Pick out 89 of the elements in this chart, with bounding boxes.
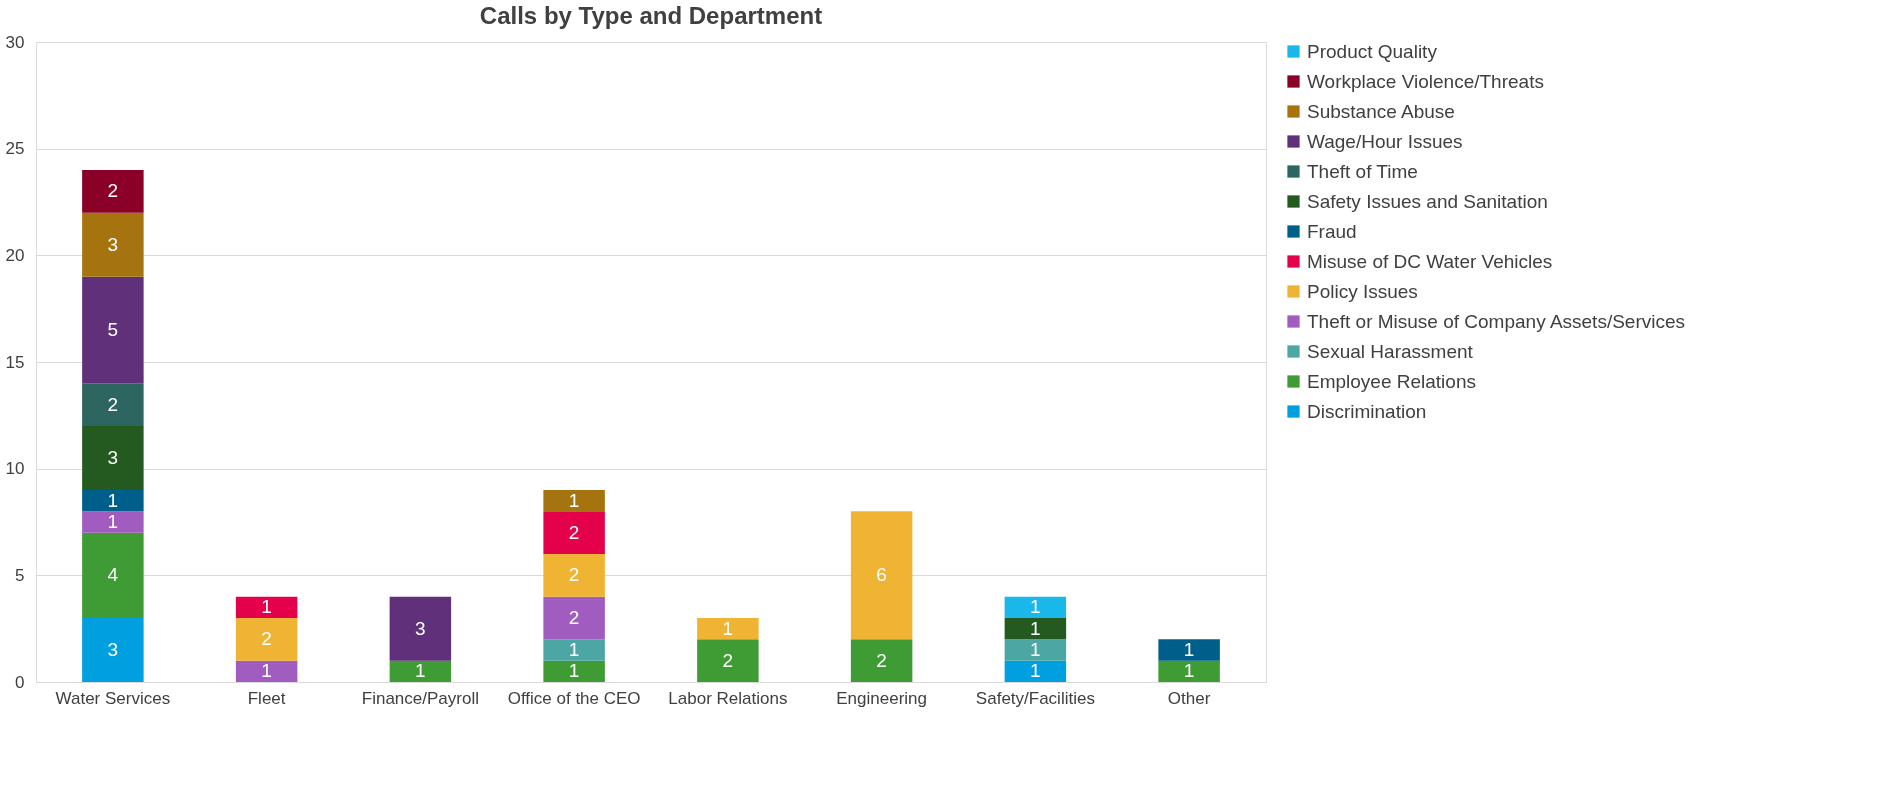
legend-label: Discrimination	[1307, 400, 1427, 422]
y-tick-label: 15	[5, 352, 25, 372]
data-label: 6	[876, 564, 887, 586]
bar	[1158, 660, 1220, 682]
x-tick-label: Labor Relations	[668, 688, 788, 708]
y-tick-label: 0	[15, 672, 25, 692]
bar	[543, 660, 605, 682]
data-label: 1	[1030, 639, 1041, 660]
y-tick-label: 10	[5, 459, 25, 479]
bar	[1004, 660, 1067, 682]
bar	[82, 490, 144, 512]
bar	[850, 511, 913, 640]
data-label: 2	[876, 649, 887, 671]
bar	[82, 170, 144, 213]
bar	[235, 660, 298, 682]
bar	[543, 554, 605, 597]
bar	[1004, 639, 1067, 661]
data-label: 3	[415, 617, 426, 639]
data-label: 1	[1183, 660, 1195, 682]
bar	[389, 596, 452, 661]
bar	[389, 660, 452, 682]
bar	[850, 639, 913, 682]
y-tick-label: 20	[5, 245, 25, 265]
legend-label: Policy Issues	[1307, 280, 1418, 302]
x-tick-label: Fleet	[247, 688, 286, 708]
bar	[1004, 596, 1067, 618]
data-label: 1	[1030, 596, 1041, 618]
x-tick-label: Water Services	[55, 688, 171, 708]
x-tick-label: Engineering	[836, 688, 927, 708]
data-label: 2	[568, 607, 580, 628]
x-tick-label: Office of the CEO	[507, 688, 641, 708]
data-label: 2	[107, 393, 119, 415]
bar	[82, 212, 144, 277]
data-label: 2	[568, 521, 580, 543]
bar	[82, 532, 144, 618]
bar	[543, 511, 605, 554]
data-label: 2	[261, 628, 272, 650]
bar	[543, 596, 605, 640]
data-label: 5	[107, 319, 119, 340]
legend-label: Theft of Time	[1307, 160, 1418, 182]
legend-label: Wage/Hour Issues	[1307, 130, 1463, 152]
bar	[82, 383, 144, 426]
bar	[82, 426, 144, 490]
data-label: 1	[261, 660, 272, 682]
bar	[697, 639, 759, 682]
data-label: 3	[107, 639, 119, 660]
x-tick-label: Other	[1167, 688, 1211, 708]
data-label: 1	[568, 489, 580, 511]
bar	[235, 618, 298, 661]
data-label: 1	[568, 660, 580, 682]
legend-label: Employee Relations	[1307, 370, 1476, 392]
x-tick-label: Finance/Payroll	[361, 688, 479, 708]
data-label: 1	[107, 489, 119, 511]
chart-title: Calls by Type and Department	[479, 2, 823, 29]
data-label: 2	[722, 649, 734, 671]
data-label: 1	[568, 639, 580, 660]
y-tick-label: 25	[5, 139, 25, 159]
legend-label: Safety Issues and Sanitation	[1307, 190, 1548, 212]
legend-label: Fraud	[1307, 220, 1357, 242]
bar	[697, 618, 759, 640]
bar	[1004, 618, 1067, 640]
bar	[82, 618, 144, 682]
legend-label: Misuse of DC Water Vehicles	[1307, 250, 1553, 272]
data-label: 1	[722, 617, 734, 639]
bar	[235, 596, 298, 618]
data-label: 1	[1183, 639, 1195, 660]
legend-label: Workplace Violence/Threats	[1307, 70, 1544, 92]
data-label: 3	[107, 447, 119, 468]
bar	[543, 639, 605, 661]
bar	[1158, 639, 1220, 661]
data-label: 1	[1030, 617, 1041, 639]
bar	[82, 511, 144, 533]
x-tick-label: Safety/Facilities	[975, 688, 1095, 708]
bar	[82, 276, 144, 384]
y-tick-label: 5	[15, 565, 25, 585]
data-label: 2	[107, 180, 119, 202]
bar	[543, 490, 605, 512]
data-label: 1	[415, 660, 426, 682]
data-label: 3	[107, 233, 119, 255]
legend-label: Substance Abuse	[1307, 100, 1455, 122]
y-tick-label: 30	[5, 32, 25, 52]
data-label: 2	[568, 564, 580, 586]
data-label: 1	[261, 596, 272, 618]
data-label: 1	[1030, 660, 1041, 682]
data-label: 4	[107, 564, 119, 586]
legend-label: Sexual Harassment	[1307, 340, 1474, 362]
legend-label: Product Quality	[1307, 40, 1438, 62]
data-label: 1	[107, 511, 119, 532]
legend-label: Theft or Misuse of Company Assets/Services	[1307, 310, 1686, 332]
